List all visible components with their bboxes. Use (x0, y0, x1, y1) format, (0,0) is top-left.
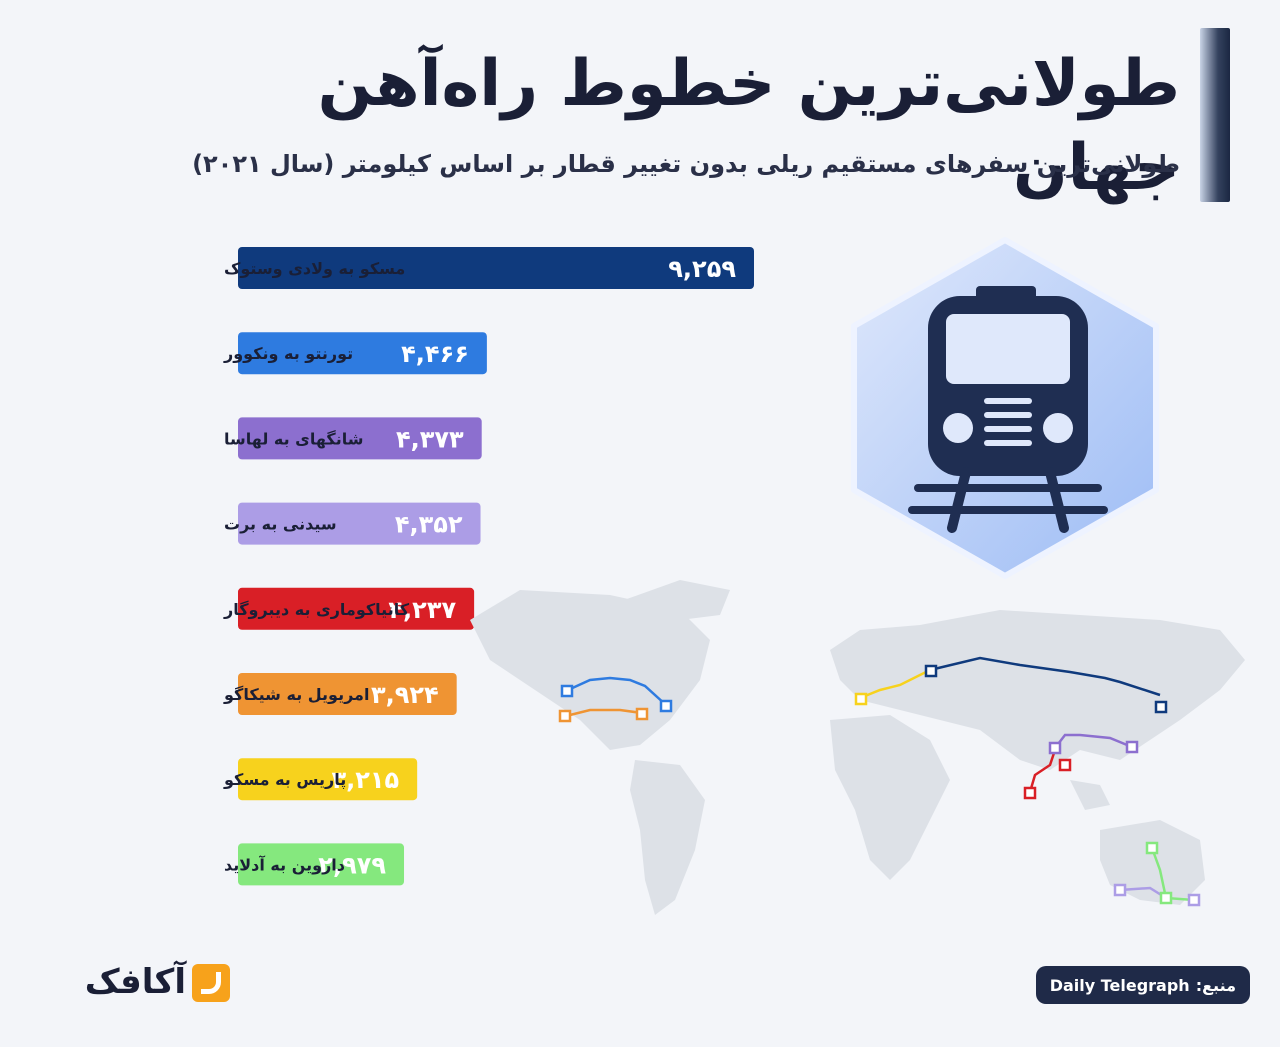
brand-logo: آکافک (54, 960, 234, 1006)
category-label: مسکو به ولادی وستوک (224, 259, 405, 278)
bar-value-label: ۳,۹۲۴ (371, 681, 439, 709)
source-badge: منبع: Daily Telegraph (1035, 966, 1250, 1004)
train-front-icon (851, 237, 1159, 579)
category-label: امریویل به شیکاگو (223, 685, 369, 704)
category-label: تورنتو به ونکوور (223, 344, 353, 363)
category-label: کانیاکوماری به دیبروگار (223, 600, 410, 619)
brand-logo-text: آکافک (84, 962, 186, 1002)
source-value: Daily Telegraph (1049, 975, 1190, 995)
bar-6 (238, 758, 418, 801)
bar-value-label: ۴,۴۶۶ (401, 340, 469, 368)
bar-7 (238, 843, 405, 886)
bar-value-label: ۳,۲۱۵ (331, 766, 399, 794)
bar-value-label: ۴,۲۳۷ (388, 596, 456, 624)
bar-4 (238, 587, 475, 630)
category-label: سیدنی به برت (224, 515, 337, 534)
bar-0 (238, 247, 754, 289)
bar-value-label: ۹,۲۵۹ (668, 255, 736, 283)
page-title: طولانی‌ترین خطوط راه‌آهن جهان (317, 47, 1180, 205)
bar-value-label: ۲,۹۷۹ (318, 851, 386, 879)
world-map-icon (470, 580, 1245, 915)
bar-2 (238, 417, 482, 460)
page-subtitle: طولانی‌ترین سفرهای مستقیم ریلی بدون تغیی… (192, 150, 1180, 178)
header-accent-bar (1200, 28, 1230, 202)
category-label: شانگهای به لهاسا (224, 429, 363, 448)
brand-logo-icon (192, 964, 230, 1002)
bar-1 (238, 332, 487, 375)
bar-3 (238, 502, 481, 545)
bar-5 (238, 673, 457, 715)
source-label: منبع: (1195, 975, 1236, 995)
category-label: پاریس به مسکو (223, 770, 346, 790)
bar-value-label: ۴,۳۵۲ (395, 511, 463, 539)
category-label: داروین به آدلاید (224, 854, 345, 874)
bar-value-label: ۴,۳۷۳ (396, 425, 464, 453)
